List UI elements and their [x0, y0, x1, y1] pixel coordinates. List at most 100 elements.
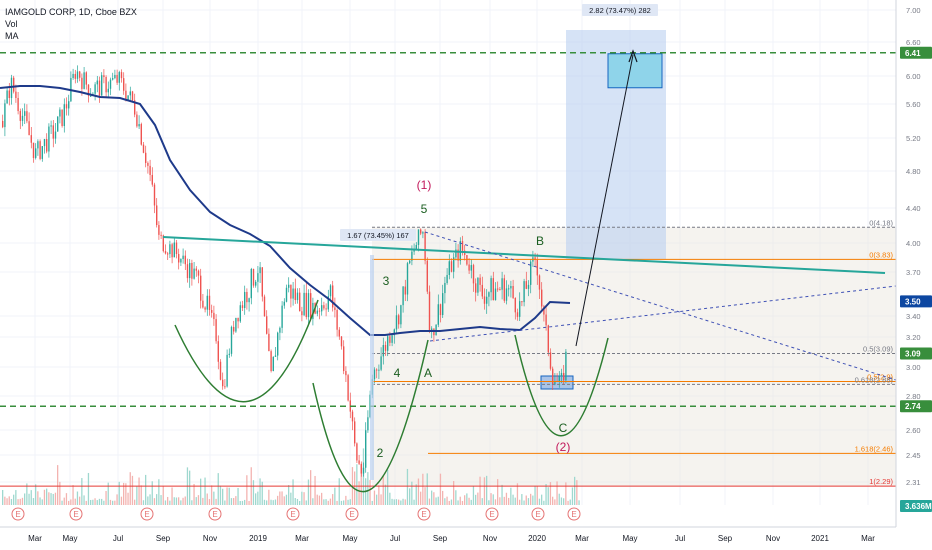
candle-body: [453, 257, 455, 272]
candle-body: [10, 77, 13, 99]
volume-bar: [384, 484, 387, 505]
candle-body: [19, 111, 21, 121]
candle-body: [536, 259, 538, 276]
candle-body: [37, 141, 39, 149]
candle-body: [15, 91, 17, 98]
volume-bar: [134, 499, 136, 505]
candle-body: [202, 300, 204, 308]
volume-bar: [98, 498, 101, 505]
candle-body: [527, 284, 530, 289]
candle-body: [499, 289, 501, 291]
earnings-marker-circle: [140, 507, 154, 521]
legend-symbol: IAMGOLD CORP, 1D, Cboe BZX: [5, 7, 137, 17]
volume-bar: [360, 465, 362, 505]
candle-body: [184, 255, 186, 265]
candle-body: [4, 103, 6, 128]
candle-body: [195, 268, 197, 271]
candle-body: [266, 316, 268, 334]
volume-bar: [213, 491, 215, 505]
volume-bar: [332, 494, 334, 505]
candle-body: [547, 325, 549, 353]
candle-body: [360, 463, 362, 474]
x-tick-label: Mar: [575, 534, 589, 543]
volume-bar: [404, 499, 406, 505]
candle-body: [21, 115, 24, 121]
candle-body: [516, 312, 519, 317]
volume-bar: [519, 499, 521, 505]
candle-body: [120, 72, 123, 79]
candle-body: [123, 78, 125, 91]
earnings-marker-label: E: [349, 510, 354, 519]
volume-bar: [340, 500, 343, 505]
volume-bar: [230, 498, 233, 505]
candle-body: [235, 317, 237, 332]
volume-bar: [453, 481, 455, 505]
volume-bar: [475, 494, 477, 505]
earnings-marker-circle: [286, 507, 300, 521]
target-zone-box: [607, 53, 663, 89]
earnings-marker-circle: [69, 507, 83, 521]
candle-body: [477, 277, 479, 293]
volume-bar: [483, 477, 486, 505]
volume-bar: [8, 496, 10, 505]
volume-bar: [175, 497, 178, 505]
volume-bar: [244, 499, 246, 505]
candle-body: [230, 326, 233, 354]
candle-body: [281, 305, 283, 328]
moving-average-line: [0, 85, 571, 336]
arc-left-shoulder: [174, 299, 319, 403]
x-tick-label: May: [622, 534, 637, 543]
candle-body: [279, 327, 281, 333]
candle-body: [101, 75, 103, 96]
volume-bar: [125, 483, 127, 505]
x-tick-label: Jul: [675, 534, 685, 543]
volume-bar: [283, 496, 285, 505]
candle-body: [448, 261, 450, 275]
volume-bar: [197, 495, 200, 505]
candle-body: [488, 292, 490, 297]
volume-bar: [549, 482, 552, 505]
arc-head: [312, 339, 429, 493]
candle-body: [417, 229, 420, 246]
volume-bar: [281, 491, 283, 505]
volume-bar: [358, 481, 360, 505]
candle-body: [362, 467, 365, 474]
candle-body: [525, 281, 527, 289]
candle-body: [490, 278, 492, 293]
candle-body: [41, 146, 43, 159]
x-tick-label: May: [62, 534, 77, 543]
candle-body: [6, 90, 8, 104]
x-tick-label: Mar: [295, 534, 309, 543]
candle-body: [492, 278, 494, 301]
volume-bar: [413, 499, 415, 505]
volume-bar: [50, 493, 52, 505]
candle-body: [367, 417, 369, 431]
volume-bar: [103, 500, 105, 505]
volume-bar: [552, 496, 554, 505]
y-tick-label: 3.00: [906, 363, 921, 372]
candle-body: [147, 162, 149, 166]
y-tick-label: 2.45: [906, 451, 921, 460]
volume-bar: [118, 481, 120, 505]
volume-bar: [371, 500, 373, 505]
volume-bar: [261, 481, 263, 505]
candle-body: [43, 139, 46, 147]
candle-body: [305, 292, 307, 318]
volume-bar: [376, 494, 378, 505]
candle-body: [131, 91, 134, 101]
volume-bar: [61, 500, 63, 505]
wave-label-C: C: [559, 421, 568, 435]
volume-bar: [382, 475, 384, 505]
volume-bar: [444, 498, 446, 505]
candle-body: [332, 285, 334, 308]
candle-body: [475, 283, 477, 293]
volume-bar: [35, 484, 37, 505]
volume-bar: [94, 498, 96, 505]
volume-bar: [301, 491, 303, 505]
volume-bar: [189, 470, 191, 505]
volume-bar: [263, 499, 266, 505]
volume-bar: [48, 492, 50, 505]
candle-body: [316, 310, 318, 314]
candle-body: [468, 264, 470, 271]
